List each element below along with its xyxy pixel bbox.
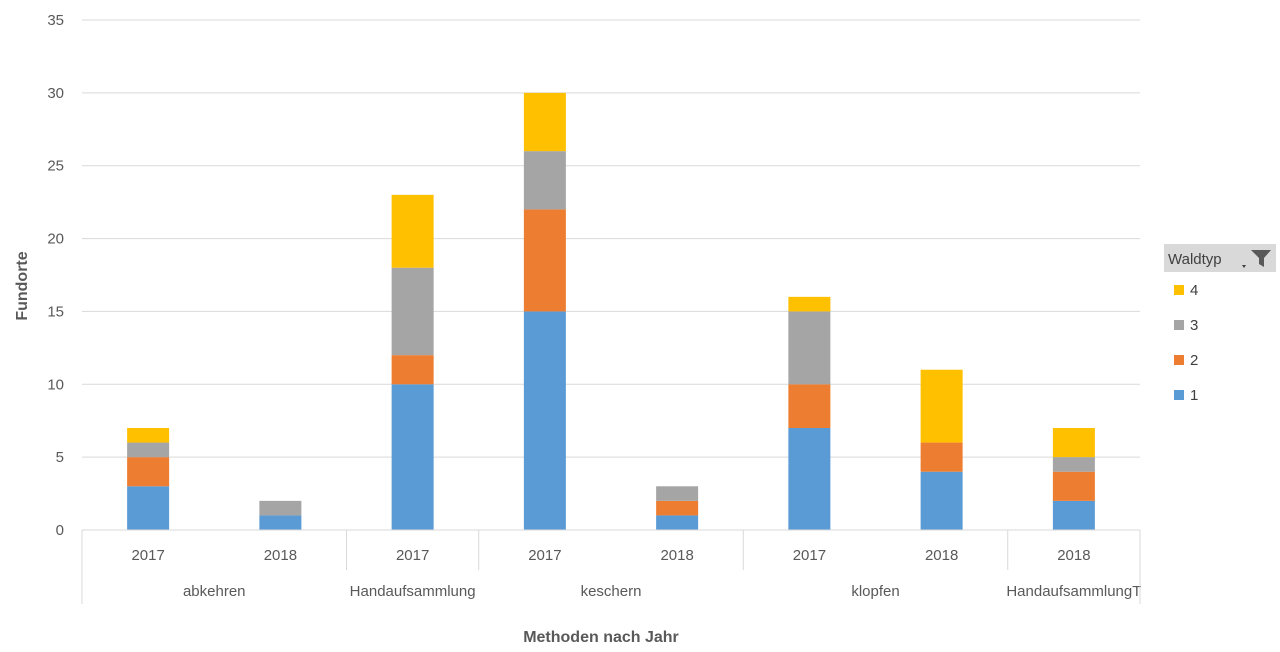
bar-segment[interactable]: [788, 428, 831, 530]
x-axis-title: Methoden nach Jahr: [523, 629, 679, 646]
x-axis: 2017 2018 abkehren 2017 Handaufsammlung 2017 2…: [81, 529, 1141, 604]
bars: [127, 92, 1095, 530]
bar-segment[interactable]: [788, 384, 831, 428]
legend-label[interactable]: 1: [1190, 387, 1198, 404]
legend-swatch: [1174, 355, 1184, 365]
bar-segment[interactable]: [788, 311, 831, 385]
bar-segment[interactable]: [523, 209, 566, 312]
y-tick-label: 30: [47, 85, 64, 102]
y-tick-label: 35: [47, 12, 64, 29]
x-tick-label-year: 2018: [660, 547, 693, 564]
bar-segment[interactable]: [788, 296, 831, 312]
bar-segment[interactable]: [391, 355, 434, 385]
bar-segment[interactable]: [1052, 471, 1095, 501]
bar-segment[interactable]: [259, 515, 302, 530]
bar-segment[interactable]: [656, 515, 699, 530]
x-tick-label-year: 2018: [925, 547, 958, 564]
x-tick-label-group: klopfen: [851, 583, 899, 600]
y-tick-label: 5: [56, 449, 64, 466]
bar-segment[interactable]: [1052, 428, 1095, 458]
bar-segment[interactable]: [259, 500, 302, 516]
x-tick-label-group: abkehren: [183, 583, 246, 600]
y-tick-label: 0: [56, 522, 64, 539]
legend-label[interactable]: 4: [1190, 282, 1198, 299]
legend-swatch: [1174, 285, 1184, 295]
bar-segment[interactable]: [523, 92, 566, 152]
bar-segment[interactable]: [391, 267, 434, 356]
legend-header-bg[interactable]: [1164, 244, 1276, 272]
x-tick-label-group: keschern: [581, 583, 642, 600]
x-tick-label-year: 2017: [793, 547, 826, 564]
x-tick-label-year: 2018: [264, 547, 297, 564]
bar-segment[interactable]: [127, 442, 170, 458]
y-tick-label: 15: [47, 303, 64, 320]
y-tick-label: 10: [47, 376, 64, 393]
gridlines: 0 5 10 15 20 25 30 35: [47, 12, 1140, 539]
y-tick-label: 20: [47, 231, 64, 248]
legend-swatch: [1174, 320, 1184, 330]
bar-segment[interactable]: [127, 486, 170, 530]
x-tick-label-year: 2017: [396, 547, 429, 564]
bar-segment[interactable]: [920, 369, 963, 443]
bar-segment[interactable]: [1052, 457, 1095, 472]
bar-segment[interactable]: [391, 384, 434, 530]
y-axis-title: Fundorte: [14, 251, 31, 320]
bar-segment[interactable]: [523, 151, 566, 210]
bar-segment[interactable]: [127, 428, 170, 443]
bar-segment[interactable]: [391, 194, 434, 268]
legend: Waldtyp 4 3 2 1: [1164, 244, 1276, 404]
legend-title: Waldtyp: [1168, 251, 1222, 268]
bar-segment[interactable]: [656, 500, 699, 516]
x-tick-label-year: 2017: [131, 547, 164, 564]
legend-label[interactable]: 2: [1190, 352, 1198, 369]
x-tick-label-group: Handaufsammlung: [350, 583, 476, 600]
x-tick-label-group: HandaufsammlungT: [1006, 583, 1141, 600]
bar-segment[interactable]: [656, 486, 699, 501]
x-tick-label-year: 2017: [528, 547, 561, 564]
legend-items: 4 3 2 1: [1174, 282, 1198, 404]
bar-segment[interactable]: [127, 457, 170, 487]
bar-segment[interactable]: [523, 311, 566, 530]
legend-label[interactable]: 3: [1190, 317, 1198, 334]
filter-icon[interactable]: [1242, 250, 1271, 268]
bar-segment[interactable]: [1052, 500, 1095, 530]
y-tick-label: 25: [47, 158, 64, 175]
bar-segment[interactable]: [920, 442, 963, 472]
legend-swatch: [1174, 390, 1184, 400]
bar-segment[interactable]: [920, 471, 963, 530]
x-tick-label-year: 2018: [1057, 547, 1090, 564]
